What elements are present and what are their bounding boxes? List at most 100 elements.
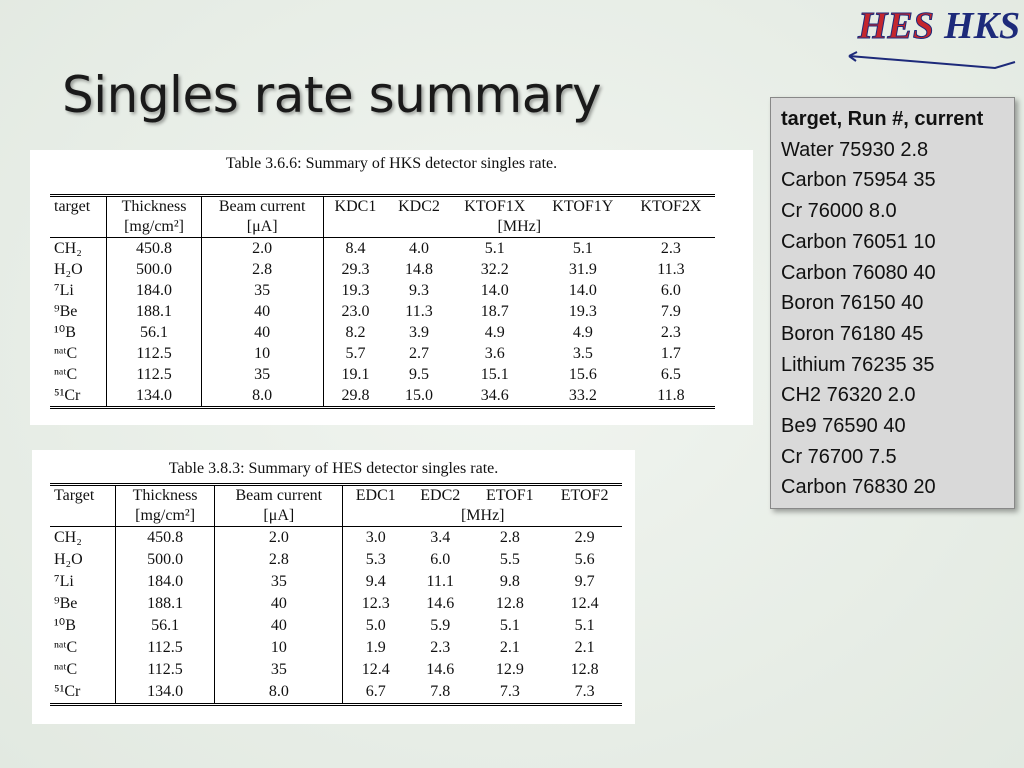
data-cell: 14.8 — [404, 260, 433, 278]
data-cell: 31.9 — [568, 260, 597, 278]
data-cell: 2.0 — [201, 237, 324, 259]
data-cell: 35 — [214, 659, 344, 681]
run-item: Lithium 76235 35 — [781, 353, 935, 376]
data-table: Target Thickness Beam current EDC1 EDC2 ETOF1… — [50, 483, 622, 706]
header-cell: EDC2 — [408, 483, 473, 506]
data-cell: CH₂ — [50, 237, 108, 259]
data-cell: 7.8 — [408, 681, 473, 706]
data-cell: 18.7 — [480, 302, 509, 320]
header-cell: KTOF2X — [626, 194, 715, 217]
logo-hks: HKS — [944, 5, 1021, 47]
data-cell: 6.0 — [660, 281, 681, 299]
data-cell: 3.4 — [430, 529, 451, 546]
data-cell: 8.2 — [345, 323, 366, 341]
data-row: CH₂ 450.8 2.0 3.0 3.4 2.8 2.9 — [50, 526, 622, 549]
data-cell: 19.3 — [341, 281, 370, 299]
data-row: H₂O 500.0 2.8 29.3 14.8 32.2 31.9 11.3 — [50, 259, 715, 280]
data-cell: 5.1 — [484, 239, 505, 257]
data-cell: 5.6 — [574, 551, 595, 568]
data-cell: H₂O — [50, 259, 108, 280]
data-cell: 2.3 — [660, 323, 681, 341]
data-cell: 5.5 — [499, 551, 520, 568]
data-cell: ⁷Li — [50, 280, 108, 301]
run-item: Carbon 75954 35 — [781, 169, 936, 192]
table-caption: Table 3.8.3: Summary of HES detector sin… — [168, 460, 499, 477]
data-cell: 15.0 — [387, 385, 451, 409]
data-cell: 40 — [201, 322, 324, 343]
data-cell: 500.0 — [115, 549, 216, 571]
data-cell: ¹⁰B — [50, 322, 108, 343]
run-item: Carbon 76830 20 — [781, 476, 936, 499]
data-cell: 4.9 — [572, 323, 593, 341]
data-cell: 188.1 — [106, 301, 202, 322]
data-row: ⁷Li 184.0 35 19.3 9.3 14.0 14.0 6.0 — [50, 280, 715, 301]
data-cell: ¹⁰B — [50, 615, 117, 637]
slide-title: Singles rate summary — [62, 66, 602, 124]
data-cell: 12.8 — [570, 661, 599, 678]
header-cell: target — [50, 194, 108, 217]
data-cell: 134.0 — [106, 385, 202, 409]
table-panel: Table 3.8.3: Summary of HES detector sin… — [32, 450, 635, 724]
data-cell: 23.0 — [341, 302, 370, 320]
run-item: Carbon 76051 10 — [781, 230, 936, 253]
data-row: ¹⁰B 56.1 40 8.2 3.9 4.9 4.9 2.3 — [50, 322, 715, 343]
run-item: Boron 76150 40 — [781, 292, 924, 315]
data-cell: 3.5 — [572, 344, 593, 362]
data-cell: 1.9 — [365, 639, 386, 656]
data-cell: 1.7 — [660, 344, 681, 362]
data-cell: 29.3 — [341, 260, 370, 278]
data-cell: 6.5 — [660, 365, 681, 383]
units-cell: [mg/cm²] — [115, 506, 216, 527]
run-item: Boron 76180 45 — [781, 322, 924, 345]
data-cell: 19.3 — [568, 302, 597, 320]
units-cell: [μA] — [201, 217, 324, 238]
data-cell: 8.4 — [345, 239, 366, 257]
data-cell: H₂O — [50, 549, 117, 571]
header-row: Target Thickness Beam current EDC1 EDC2 ETOF1… — [50, 483, 622, 506]
data-row: ⁷Li 184.0 35 9.4 11.1 9.8 9.7 — [50, 571, 622, 593]
data-cell: 3.9 — [408, 323, 429, 341]
data-cell: 184.0 — [106, 280, 202, 301]
data-cell: 5.3 — [365, 551, 386, 568]
header-cell: KDC2 — [387, 194, 451, 217]
data-cell: ⁹Be — [50, 301, 108, 322]
data-cell: 56.1 — [115, 615, 216, 637]
data-cell: 5.1 — [572, 239, 593, 257]
data-cell: 7.3 — [472, 681, 548, 706]
data-row: ⁵¹Cr 134.0 8.0 6.7 7.8 7.3 7.3 — [50, 681, 622, 706]
header-cell: KTOF1X — [450, 194, 539, 217]
data-row: ⁿᵃᵗC 112.5 10 1.9 2.3 2.1 2.1 — [50, 637, 622, 659]
header-cell: KTOF1Y — [538, 194, 627, 217]
data-cell: 3.6 — [484, 344, 505, 362]
data-cell: 12.3 — [361, 595, 390, 612]
data-cell: 11.3 — [657, 260, 685, 278]
logo-hes: HES — [857, 5, 935, 48]
data-cell: 5.9 — [430, 617, 451, 634]
units-cell — [50, 506, 117, 527]
data-cell: 5.7 — [345, 344, 366, 362]
header-cell: Beam current — [214, 483, 344, 506]
data-cell: 32.2 — [480, 260, 509, 278]
data-cell: 2.8 — [499, 529, 520, 546]
data-cell: 2.8 — [214, 549, 344, 571]
logo: HES HKS — [857, 4, 1021, 48]
data-cell: 8.0 — [201, 385, 324, 409]
header-cell: Target — [50, 483, 117, 506]
data-cell: 7.3 — [547, 681, 622, 706]
data-cell: 2.3 — [660, 239, 681, 257]
units-cell: [MHz] — [323, 217, 715, 238]
data-cell: ⁹Be — [50, 593, 117, 615]
data-row: ⁵¹Cr 134.0 8.0 29.8 15.0 34.6 33.2 11.8 — [50, 385, 715, 409]
header-cell: ETOF2 — [547, 483, 622, 506]
data-row: H₂O 500.0 2.8 5.3 6.0 5.5 5.6 — [50, 549, 622, 571]
data-cell: 5.1 — [574, 617, 595, 634]
data-row: ⁿᵃᵗC 112.5 35 12.4 14.6 12.9 12.8 — [50, 659, 622, 681]
data-cell: 40 — [201, 301, 324, 322]
data-cell: 19.1 — [341, 365, 370, 383]
data-row: ⁹Be 188.1 40 12.3 14.6 12.8 12.4 — [50, 593, 622, 615]
run-item: Cr 76000 8.0 — [781, 200, 897, 223]
data-cell: 3.0 — [365, 529, 386, 546]
data-cell: 35 — [201, 364, 324, 385]
data-cell: 14.0 — [480, 281, 509, 299]
